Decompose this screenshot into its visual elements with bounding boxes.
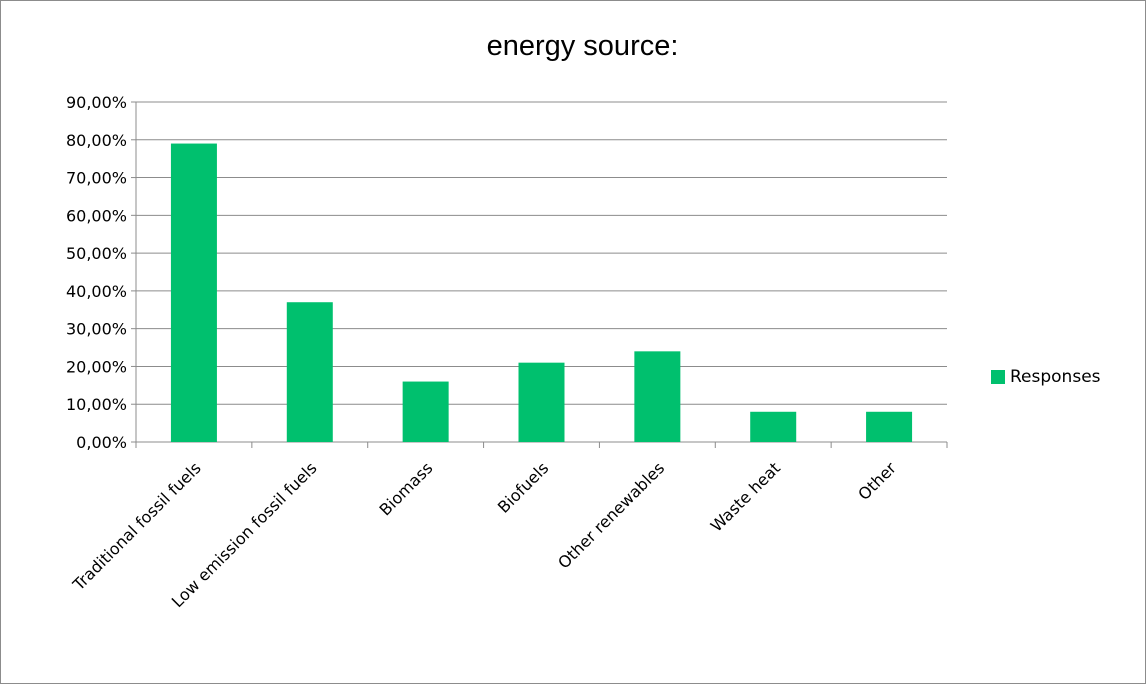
y-tick-label: 30,00% bbox=[66, 320, 127, 339]
x-tick-label: Other renewables bbox=[554, 458, 668, 572]
y-tick-label: 0,00% bbox=[76, 433, 127, 452]
y-tick-label: 40,00% bbox=[66, 282, 127, 301]
bar bbox=[634, 351, 681, 442]
y-tick-label: 50,00% bbox=[66, 244, 127, 263]
bar bbox=[518, 362, 565, 442]
legend: Responses bbox=[991, 367, 1101, 387]
y-tick-label: 60,00% bbox=[66, 206, 127, 225]
y-tick-label: 70,00% bbox=[66, 169, 127, 188]
y-tick-label: 10,00% bbox=[66, 395, 127, 414]
chart-title: energy source: bbox=[486, 30, 679, 62]
y-tick-label: 20,00% bbox=[66, 357, 127, 376]
bar bbox=[286, 302, 333, 442]
x-tick-label: Biofuels bbox=[494, 458, 552, 516]
y-tick-label: 80,00% bbox=[66, 131, 127, 150]
x-tick-label: Waste heat bbox=[707, 458, 784, 535]
x-tick-label: Traditional fossil fuels bbox=[68, 458, 204, 594]
bar bbox=[170, 143, 217, 443]
bar bbox=[750, 411, 797, 442]
legend-label-responses: Responses bbox=[1010, 367, 1101, 387]
bar bbox=[866, 411, 913, 442]
bar bbox=[402, 381, 449, 442]
legend-swatch-responses bbox=[991, 370, 1005, 384]
y-tick-label: 90,00% bbox=[66, 93, 127, 112]
x-tick-label: Biomass bbox=[375, 458, 436, 519]
x-tick-label: Other bbox=[854, 458, 900, 504]
